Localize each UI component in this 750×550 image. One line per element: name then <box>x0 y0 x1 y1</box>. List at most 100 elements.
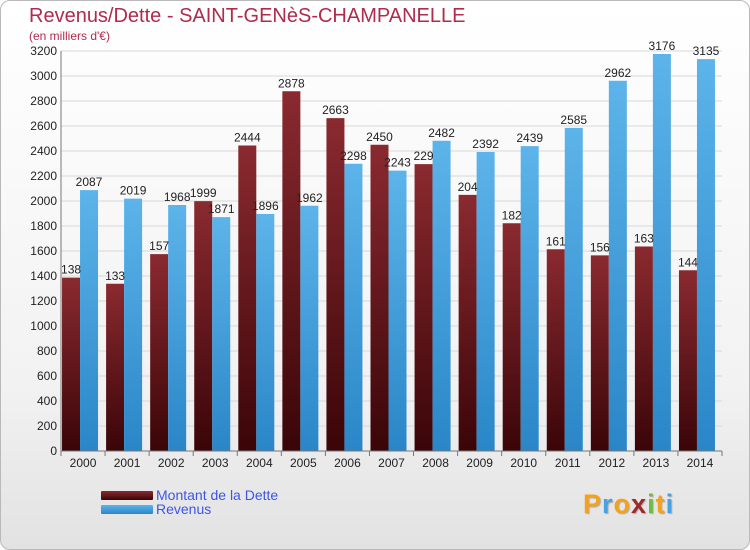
x-tick-label: 2002 <box>158 456 185 470</box>
bar-revenue <box>80 190 99 451</box>
value-label: 3135 <box>693 44 720 58</box>
x-tick-label: 2006 <box>334 456 361 470</box>
x-tick-label: 2012 <box>598 456 625 470</box>
y-tick-label: 3200 <box>30 44 57 58</box>
x-tick-label: 2013 <box>643 456 670 470</box>
value-label: 156 <box>590 240 610 254</box>
logo-letter: t <box>655 489 666 519</box>
value-label: 1871 <box>208 202 235 216</box>
value-label: 2482 <box>428 126 455 140</box>
y-tick-label: 0 <box>50 444 57 458</box>
logo-letter: x <box>631 489 648 519</box>
axis-layer: 0 200 400 600 800 1000 1200 1400 1600 1800 2000 220… <box>30 44 723 470</box>
value-label: 1999 <box>190 186 217 200</box>
bar-debt <box>150 254 169 451</box>
x-tick-label: 2007 <box>378 456 405 470</box>
bar-revenue <box>652 54 671 451</box>
y-tick-label: 2600 <box>30 119 57 133</box>
bar-debt <box>414 164 433 451</box>
bar-debt <box>106 283 125 451</box>
value-label: 2087 <box>76 175 103 189</box>
value-label: 182 <box>502 208 522 222</box>
value-label: 144 <box>678 255 698 269</box>
y-tick-label: 2800 <box>30 94 57 108</box>
y-tick-label: 1000 <box>30 319 57 333</box>
value-label: 204 <box>458 180 478 194</box>
x-tick-label: 2003 <box>202 456 229 470</box>
value-label: 157 <box>149 239 169 253</box>
legend-item-revenue: Revenus <box>101 501 361 517</box>
bar-revenue <box>300 205 319 451</box>
y-tick-label: 1800 <box>30 219 57 233</box>
bar-revenue <box>344 163 363 451</box>
logo-letter: i <box>647 489 656 519</box>
bar-revenue <box>564 127 583 451</box>
value-label: 2962 <box>604 66 631 80</box>
value-label: 2019 <box>120 184 147 198</box>
y-tick-label: 2400 <box>30 144 57 158</box>
bar-revenue <box>476 152 495 451</box>
value-label: 2663 <box>322 103 349 117</box>
y-tick-label: 1600 <box>30 244 57 258</box>
bar-revenue <box>212 217 231 451</box>
bar-debt <box>458 194 477 451</box>
bar-debt <box>546 249 565 451</box>
x-tick-label: 2011 <box>555 456 581 470</box>
bar-debt <box>678 270 697 451</box>
value-label: 163 <box>634 232 654 246</box>
bar-debt <box>326 118 345 451</box>
value-label: 1896 <box>252 199 279 213</box>
bar-revenue <box>256 214 275 451</box>
bar-revenue <box>432 140 451 451</box>
logo-letter: P <box>583 489 603 519</box>
bar-debt <box>194 201 213 451</box>
legend-swatch-revenue <box>101 505 153 514</box>
bar-debt <box>282 91 301 451</box>
x-tick-label: 2004 <box>246 456 273 470</box>
bar-debt <box>590 255 609 451</box>
bar-revenue <box>608 80 627 451</box>
value-label: 1962 <box>296 191 323 205</box>
bar-revenue <box>696 59 715 451</box>
value-label: 1968 <box>164 190 191 204</box>
x-tick-label: 2008 <box>422 456 449 470</box>
value-label: 2878 <box>278 76 305 90</box>
bar-debt <box>634 246 653 451</box>
y-tick-label: 1400 <box>30 269 57 283</box>
bar-revenue <box>124 198 143 451</box>
value-label: 161 <box>546 234 566 248</box>
value-label: 2444 <box>234 131 261 145</box>
value-label: 2392 <box>472 137 499 151</box>
value-label: 3176 <box>649 39 676 53</box>
bar-debt <box>62 277 81 451</box>
legend-label-debt: Montant de la Dette <box>156 487 279 503</box>
legend-label-revenue: Revenus <box>156 501 212 517</box>
y-tick-label: 600 <box>37 369 57 383</box>
chart-title: Revenus/Dette - SAINT-GENèS-CHAMPANELLE <box>29 5 466 27</box>
legend-item-debt: Montant de la Dette <box>101 487 361 503</box>
bar-revenue <box>388 170 407 451</box>
bar-debt <box>370 144 389 451</box>
value-label: 2243 <box>384 156 411 170</box>
chart-subtitle: (en milliers d'€) <box>29 29 110 43</box>
value-labels-layer: 138 2087 133 2019 157 1968 1999 1871 2444 1896 287… <box>61 39 720 283</box>
bar-debt <box>502 223 521 451</box>
x-tick-label: 2001 <box>114 456 141 470</box>
proxiti-logo: Proxiti <box>583 489 674 520</box>
value-label: 2298 <box>340 149 367 163</box>
legend-swatch-debt <box>101 491 153 500</box>
y-tick-label: 2200 <box>30 169 57 183</box>
x-tick-label: 2014 <box>687 456 714 470</box>
value-label: 2585 <box>560 113 587 127</box>
logo-letter: o <box>613 489 632 519</box>
value-label: 229 <box>414 149 434 163</box>
x-tick-label: 2009 <box>466 456 493 470</box>
value-label: 2439 <box>516 131 543 145</box>
value-label: 2450 <box>366 130 393 144</box>
x-tick-label: 2000 <box>70 456 97 470</box>
bar-revenue <box>168 205 187 451</box>
bar-revenue <box>520 146 539 451</box>
y-tick-label: 400 <box>37 394 57 408</box>
